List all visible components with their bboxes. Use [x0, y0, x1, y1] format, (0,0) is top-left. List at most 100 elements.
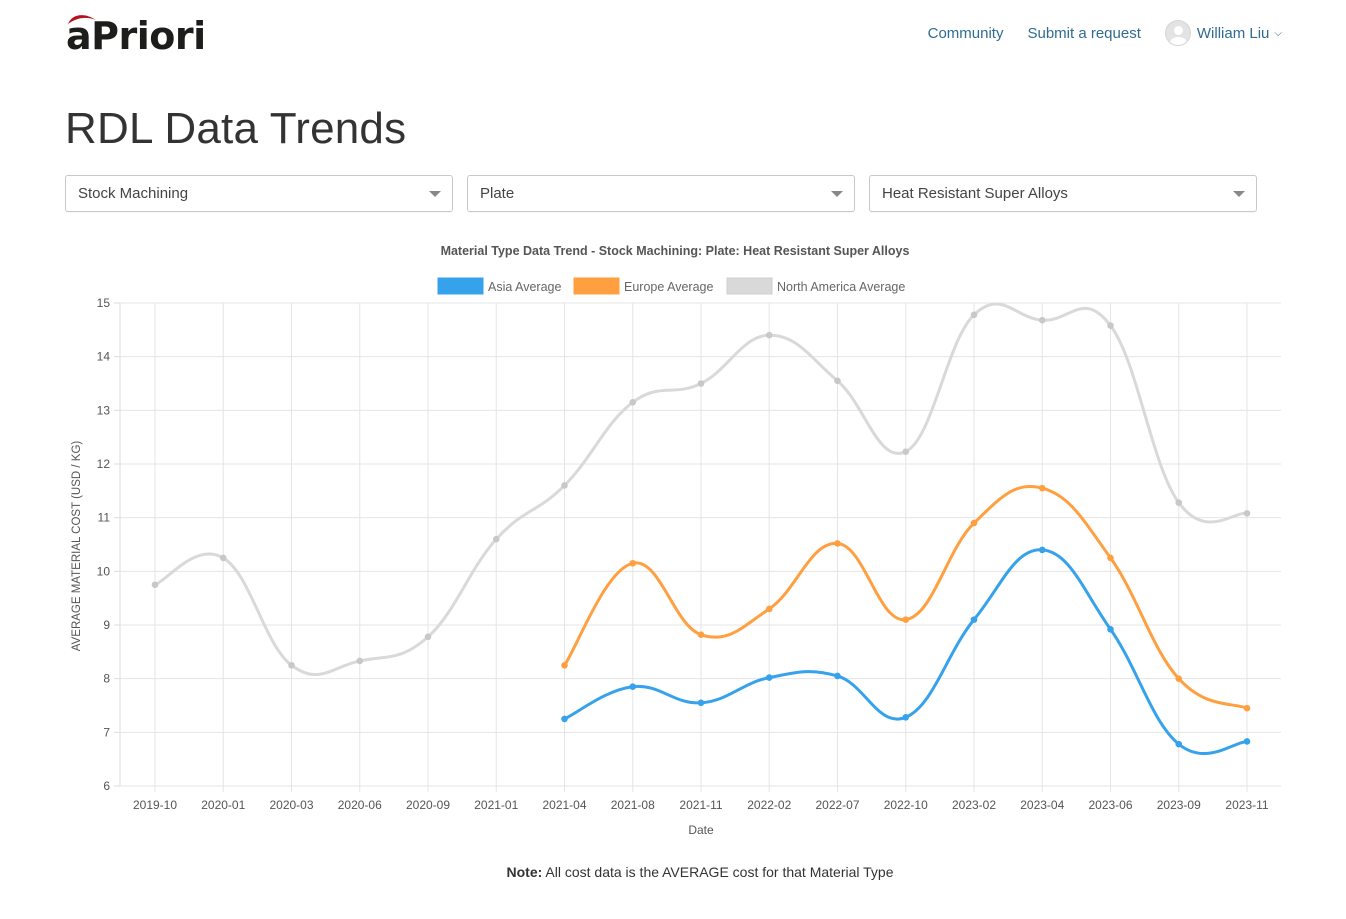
x-tick-label: 2020-06 [338, 798, 382, 812]
data-point-europe-average[interactable] [1038, 484, 1046, 492]
legend-label: Asia Average [488, 280, 561, 294]
data-point-north-america-average[interactable] [902, 448, 910, 455]
avatar-icon [1164, 20, 1191, 46]
logo-text: aPriori [66, 14, 206, 58]
series-line-asia-average [563, 548, 1248, 756]
data-point-asia-average[interactable] [629, 683, 637, 691]
data-point-europe-average[interactable] [697, 631, 705, 638]
y-tick-label: 13 [97, 403, 111, 417]
data-point-north-america-average[interactable] [561, 482, 568, 489]
data-point-north-america-average[interactable] [697, 380, 705, 387]
y-axis-label: AVERAGE MATERIAL COST (USD / KG) [71, 441, 83, 652]
legend-swatch [573, 277, 620, 295]
x-tick-label: 2020-03 [269, 798, 313, 812]
data-point-north-america-average[interactable] [288, 661, 295, 669]
data-point-north-america-average[interactable] [629, 398, 637, 406]
y-tick-label: 11 [98, 511, 111, 525]
trend-chart: Material Type Data Trend - Stock Machini… [71, 244, 1281, 837]
y-tick-label: 15 [97, 296, 111, 310]
data-point-asia-average[interactable] [765, 674, 773, 681]
caret-down-icon [429, 191, 441, 197]
data-point-europe-average[interactable] [1175, 675, 1183, 682]
data-point-asia-average[interactable] [1243, 738, 1251, 745]
data-point-asia-average[interactable] [834, 672, 841, 680]
data-point-north-america-average[interactable] [1175, 499, 1183, 506]
x-tick-label: 2023-04 [1020, 798, 1064, 812]
x-axis-label: Date [688, 823, 714, 837]
data-point-north-america-average[interactable] [765, 331, 773, 339]
data-point-north-america-average[interactable] [492, 535, 500, 543]
submit-request-link[interactable]: Submit a request [1027, 24, 1141, 42]
legend-swatch [726, 277, 773, 295]
data-point-north-america-average[interactable] [834, 377, 841, 385]
chart-series [151, 302, 1251, 756]
form-select[interactable]: Plate [467, 175, 855, 212]
data-point-north-america-average[interactable] [219, 554, 227, 562]
y-axis: 6 7 8 9 10 11 12 13 14 15 [97, 296, 111, 793]
x-tick-label: 2022-10 [884, 798, 928, 812]
legend-item-europe-average[interactable]: Europe Average [573, 277, 713, 295]
x-tick-label: 2021-04 [542, 798, 586, 812]
legend-item-north-america-average[interactable]: North America Average [726, 277, 905, 295]
data-point-north-america-average[interactable] [1243, 510, 1251, 517]
legend-item-asia-average[interactable]: Asia Average [437, 277, 561, 295]
note-text: All cost data is the AVERAGE cost for th… [542, 864, 894, 880]
data-point-north-america-average[interactable] [1107, 322, 1114, 329]
process-select[interactable]: Stock Machining [65, 175, 453, 212]
data-point-europe-average[interactable] [1243, 704, 1251, 712]
y-tick-label: 10 [97, 564, 111, 578]
x-axis: 2019-10 2020-01 2020-03 2020-06 2020-09 2021-… [133, 798, 1269, 812]
chevron-down-icon: ⌵ [1274, 27, 1282, 39]
logo-swoosh-icon [68, 15, 96, 24]
form-select-value: Plate [480, 185, 515, 202]
note-label: Note: [506, 864, 543, 880]
data-point-north-america-average[interactable] [970, 311, 978, 319]
process-select-value: Stock Machining [78, 185, 189, 202]
community-link[interactable]: Community [927, 24, 1004, 42]
data-point-north-america-average[interactable] [424, 633, 432, 641]
data-point-north-america-average[interactable] [1038, 316, 1046, 324]
x-tick-label: 2023-02 [952, 798, 996, 812]
data-point-asia-average[interactable] [970, 616, 978, 623]
x-tick-label: 2023-06 [1088, 798, 1132, 812]
legend-label: North America Average [777, 280, 905, 294]
data-point-north-america-average[interactable] [151, 581, 159, 589]
y-tick-label: 14 [97, 350, 111, 364]
chart-title: Material Type Data Trend - Stock Machini… [441, 244, 910, 258]
user-menu[interactable]: William Liu ⌵ [1164, 20, 1282, 46]
x-tick-label: 2023-09 [1157, 798, 1201, 812]
data-point-asia-average[interactable] [697, 699, 705, 707]
apriori-logo[interactable]: aPriori [66, 12, 226, 56]
data-point-asia-average[interactable] [1107, 625, 1114, 633]
material-select[interactable]: Heat Resistant Super Alloys [869, 175, 1257, 212]
y-tick-label: 12 [97, 457, 111, 471]
legend-swatch [437, 277, 484, 295]
x-tick-label: 2022-02 [747, 798, 791, 812]
data-point-north-america-average[interactable] [356, 657, 364, 665]
x-tick-label: 2022-07 [815, 798, 859, 812]
data-point-europe-average[interactable] [834, 540, 841, 547]
data-point-asia-average[interactable] [561, 715, 568, 723]
caret-down-icon [831, 191, 843, 197]
y-tick-label: 8 [103, 672, 110, 686]
data-point-europe-average[interactable] [970, 519, 978, 527]
data-point-europe-average[interactable] [902, 616, 910, 623]
x-tick-label: 2020-01 [201, 798, 245, 812]
data-point-europe-average[interactable] [561, 661, 568, 669]
data-point-asia-average[interactable] [1175, 740, 1183, 748]
data-point-asia-average[interactable] [902, 714, 910, 721]
x-tick-label: 2021-08 [611, 798, 655, 812]
chart-legend: Asia Average Europe Average North America … [437, 277, 905, 295]
page-title: RDL Data Trends [65, 104, 407, 153]
data-point-europe-average[interactable] [765, 605, 773, 613]
y-tick-label: 7 [103, 725, 110, 739]
data-point-asia-average[interactable] [1038, 546, 1046, 554]
top-nav: Community Submit a request William Liu ⌵ [904, 20, 1282, 46]
x-tick-label: 2020-09 [406, 798, 450, 812]
data-point-europe-average[interactable] [1107, 554, 1114, 562]
material-select-value: Heat Resistant Super Alloys [882, 185, 1068, 202]
x-tick-label: 2021-11 [679, 798, 722, 812]
data-point-europe-average[interactable] [629, 559, 637, 567]
y-tick-label: 6 [103, 779, 110, 793]
y-tick-label: 9 [103, 618, 110, 632]
